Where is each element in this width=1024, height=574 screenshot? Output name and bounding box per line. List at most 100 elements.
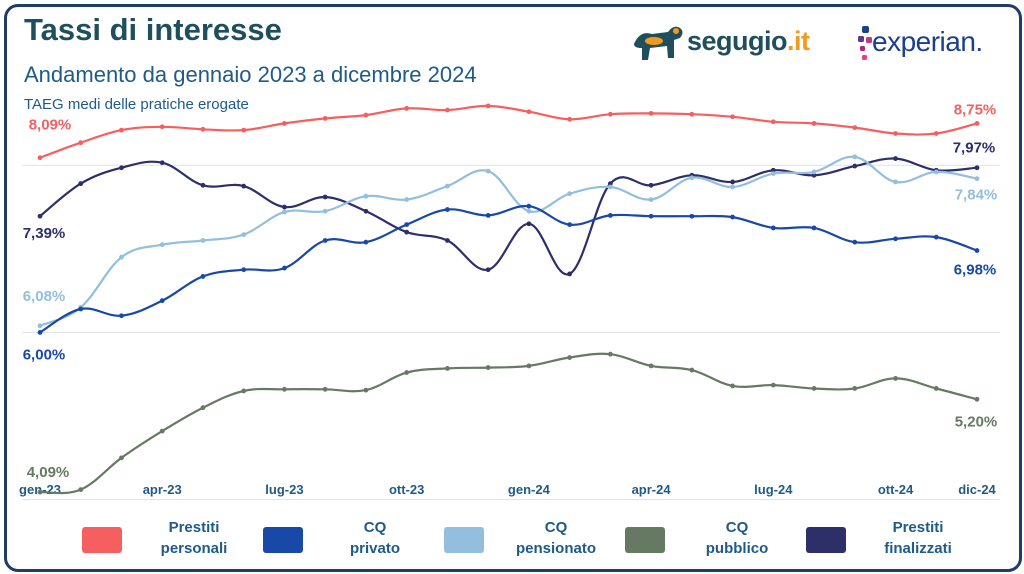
data-point-prestiti_personali [444,107,450,113]
data-point-prestiti_finalizzati [37,213,43,219]
data-point-prestiti_personali [567,116,573,122]
x-tick-label: gen-23 [19,482,61,497]
segugio-logo-text: segugio [687,26,788,56]
data-point-cq_pensionato [444,183,450,189]
data-point-prestiti_personali [933,131,939,136]
data-point-prestiti_personali [770,119,776,125]
data-point-prestiti_finalizzati [119,165,124,171]
data-point-cq_pensionato [37,323,43,329]
data-point-cq_pubblico [363,387,369,393]
data-point-cq_pubblico [485,365,491,370]
data-point-cq_privato [200,274,206,279]
experian-logo: experian. [858,20,1008,70]
data-label-last-cq_privato: 6,98% [954,262,997,279]
data-point-prestiti_finalizzati [852,163,858,169]
data-point-cq_privato [37,330,43,335]
data-point-cq_pensionato [404,197,410,202]
x-tick-label: gen-24 [508,482,551,497]
data-point-cq_pensionato [852,154,858,160]
data-point-prestiti_finalizzati [485,267,491,273]
data-point-prestiti_finalizzati [404,229,410,235]
data-point-cq_privato [241,267,247,273]
x-tick-label: lug-23 [265,482,303,497]
data-point-cq_pubblico [770,382,776,388]
data-point-cq_pensionato [159,242,165,248]
data-label-last-prestiti_personali: 8,75% [954,101,997,118]
data-point-cq_privato [852,239,858,245]
data-point-cq_pensionato [485,168,491,174]
x-tick-label: lug-24 [754,482,793,497]
data-point-prestiti_personali [893,131,898,136]
data-point-cq_pubblico [322,386,328,392]
data-point-cq_pubblico [404,370,410,375]
chart-subtitle: Andamento da gennaio 2023 a dicembre 202… [24,62,477,87]
data-point-prestiti_personali [730,114,735,120]
data-point-cq_pubblico [852,386,858,391]
data-point-prestiti_finalizzati [730,179,735,185]
data-point-cq_pensionato [689,175,695,181]
data-point-prestiti_personali [363,112,369,118]
segugio-logo: segugio.it [630,18,830,68]
data-point-cq_pensionato [974,176,980,182]
data-point-prestiti_personali [119,127,124,133]
data-point-cq_privato [282,265,287,271]
data-label-last-cq_pensionato: 7,84% [955,187,998,204]
data-label-last-cq_pubblico: 5,20% [955,413,998,430]
data-point-prestiti_personali [852,125,858,131]
data-point-prestiti_personali [811,121,817,126]
data-point-prestiti_personali [974,121,980,126]
data-point-cq_pubblico [648,363,654,369]
data-point-prestiti_personali [485,103,491,109]
data-point-prestiti_personali [241,127,247,133]
data-point-cq_privato [648,213,654,219]
data-label-first-cq_pubblico: 4,09% [27,464,70,481]
x-tick-label: ott-23 [389,482,424,497]
data-point-prestiti_finalizzati [567,271,573,277]
data-point-prestiti_finalizzati [811,172,817,178]
data-point-cq_privato [444,207,450,212]
data-point-cq_privato [689,213,695,219]
data-point-prestiti_finalizzati [893,156,898,161]
data-point-cq_pubblico [811,386,817,391]
series-line-cq_privato [39,204,978,334]
data-point-prestiti_finalizzati [444,238,450,243]
data-point-cq_pubblico [567,355,573,360]
data-point-cq_privato [567,222,573,227]
series-line-prestiti_personali [39,104,978,159]
chart-note: TAEG medi delle pratiche erogate [24,96,249,113]
series-line-cq_pubblico [39,352,978,495]
data-point-cq_pubblico [282,386,287,392]
data-point-cq_privato [526,203,532,209]
data-point-cq_pubblico [893,376,898,381]
chart-title: Tassi di interesse [24,12,282,47]
data-point-cq_pensionato [648,197,654,202]
data-point-cq_pensionato [933,169,939,175]
data-point-prestiti_personali [526,109,532,115]
data-point-cq_pubblico [607,351,613,357]
data-point-prestiti_finalizzati [648,182,654,188]
data-point-prestiti_personali [282,121,287,126]
data-point-cq_privato [607,213,613,218]
series-line-cq_pensionato [39,155,978,327]
data-label-first-prestiti_finalizzati: 7,39% [23,225,66,242]
data-point-cq_privato [893,236,898,242]
data-point-cq_pubblico [200,405,206,411]
x-tick-label: apr-24 [632,482,672,497]
data-point-cq_pensionato [567,191,573,197]
data-point-cq_pubblico [730,383,735,389]
data-point-prestiti_finalizzati [322,194,328,200]
data-point-cq_pensionato [526,208,532,214]
data-point-cq_pensionato [893,179,898,185]
data-point-prestiti_finalizzati [241,183,247,189]
data-point-prestiti_finalizzati [78,181,84,187]
data-point-cq_pensionato [730,184,735,190]
data-label-last-prestiti_finalizzati: 7,97% [953,140,996,157]
data-point-prestiti_personali [607,111,613,117]
data-point-prestiti_personali [404,105,410,111]
data-point-cq_pensionato [119,254,124,260]
data-point-cq_pensionato [200,238,206,243]
data-label-first-cq_privato: 6,00% [23,346,66,363]
data-point-cq_privato [974,248,980,253]
data-point-cq_pensionato [607,184,613,190]
